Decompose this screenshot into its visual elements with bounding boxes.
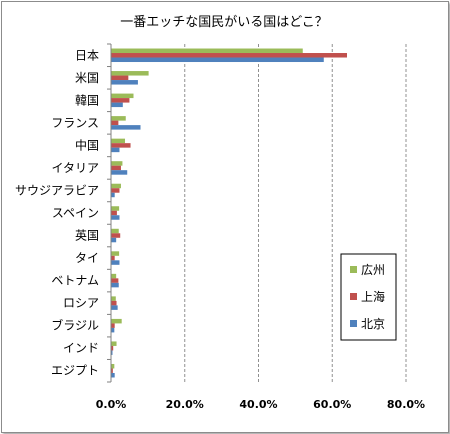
bar [111,350,113,355]
category-label: フランス [51,116,99,130]
legend-swatch [350,320,357,327]
bar [111,75,129,81]
category-label: 韓国 [75,93,99,107]
bar [111,143,131,148]
chart-title: 一番エッチな国民がいる国はどこ？ [120,15,328,30]
legend-swatch [350,266,357,273]
x-tick-label: 40.0% [239,398,277,411]
bar [111,170,128,175]
x-tick-label: 0.0% [96,398,127,411]
bar [111,318,122,324]
bar [111,53,347,58]
bar [111,161,123,166]
bar [111,368,113,373]
gridlines [184,44,407,382]
category-label: インド [63,341,99,355]
bar [111,147,120,153]
x-tick-label: 60.0% [313,398,351,411]
bar [111,57,324,63]
bar [111,138,126,144]
category-label: ブラジル [51,318,99,333]
category-label: 中国 [75,137,99,152]
bar [111,116,126,121]
bar [111,228,119,234]
legend-label: 広州 [361,263,385,277]
category-label: ベトナム [51,274,99,288]
category-label: ロシア [63,296,99,310]
x-tick-label: 20.0% [166,398,204,411]
bar [111,341,117,346]
legend-label: 北京 [361,317,385,331]
category-label: サウジアラビア [15,183,99,197]
bar [111,80,138,85]
category-label: タイ [75,251,99,265]
category-label: エジプト [51,364,99,378]
bar [111,183,121,189]
bar [111,305,118,310]
legend-label: 上海 [361,289,385,304]
category-label: イタリア [51,161,99,175]
bar [111,71,149,76]
category-label: 日本 [75,48,99,62]
bar [111,282,119,288]
bar [111,345,114,351]
bar [111,260,120,265]
bar [111,372,115,378]
category-label: 米国 [75,71,99,85]
bar [111,120,119,126]
x-tick-label: 80.0% [387,398,425,411]
bar [111,98,130,103]
bar [111,278,119,283]
bar [111,188,120,193]
bar [111,102,123,108]
bar [111,93,134,99]
x-tick-labels: 0.0% 20.0% 40.0% 60.0% 80.0% [96,398,425,411]
category-label: スペイン [52,206,99,220]
bar [111,210,117,216]
bars [111,48,347,378]
bar [111,323,115,328]
bar [111,363,115,369]
bar [111,215,120,220]
bar [111,251,120,256]
bar [111,125,141,130]
legend-swatch [350,293,357,300]
bar [111,300,117,306]
bar [111,233,121,238]
bar [111,327,115,333]
bar [111,192,115,198]
bar [111,296,116,301]
category-label: 英国 [75,229,99,243]
bar [111,273,117,279]
bar [111,165,121,171]
category-axis: 日本米国韓国フランス中国イタリアサウジアラビアスペイン英国タイベトナムロシアブラ… [15,43,112,383]
bar [111,237,117,243]
bar [111,48,303,54]
bar [111,255,115,261]
bar [111,206,120,211]
